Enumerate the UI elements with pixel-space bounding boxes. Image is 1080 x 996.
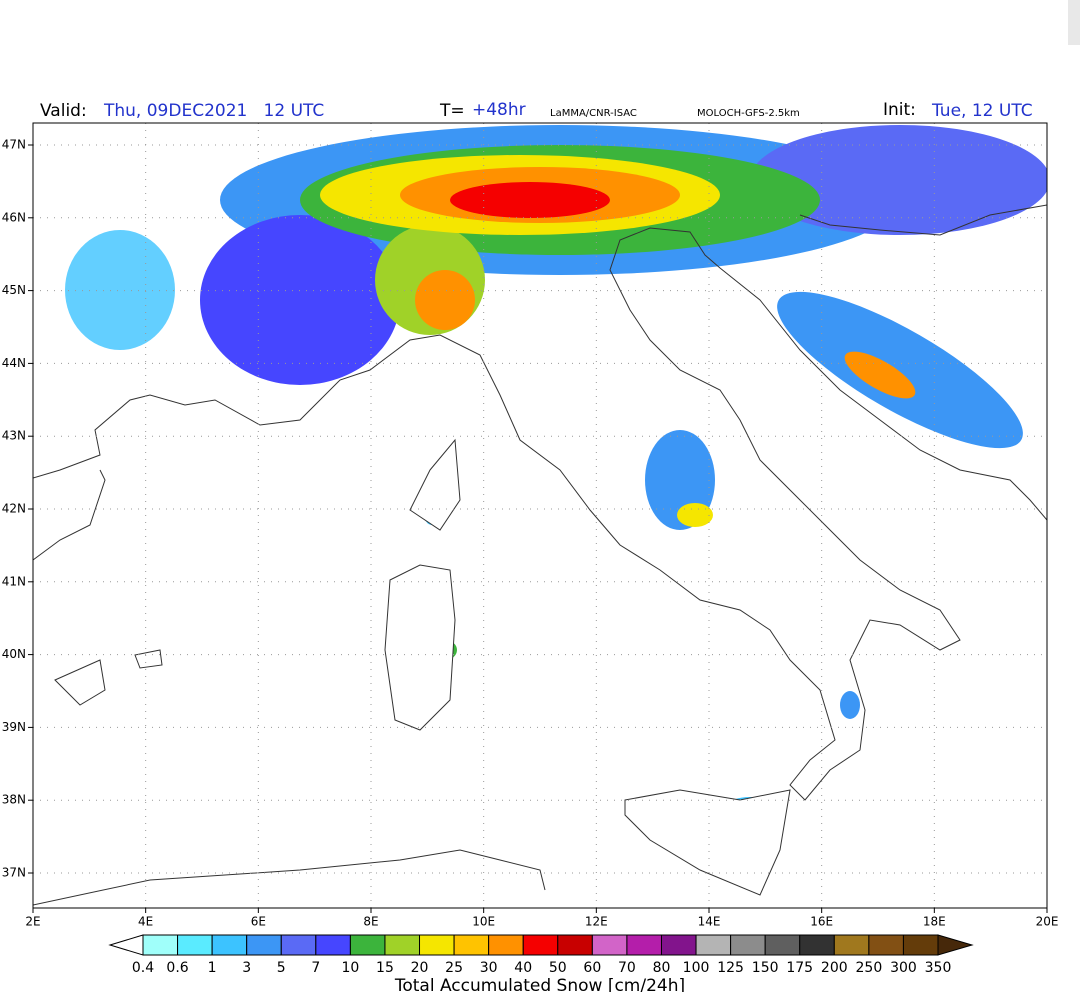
corner: [1068, 0, 1080, 45]
colorbar-box: [246, 934, 282, 956]
colorbar-box: [142, 934, 179, 956]
colorbar-label: 10: [341, 960, 359, 976]
colorbar-label: 350: [925, 960, 952, 976]
lon-label: 18E: [923, 915, 946, 929]
lon-label: 4E: [138, 915, 153, 929]
colorbar-box: [557, 934, 593, 956]
colorbar-box: [419, 934, 455, 956]
colorbar-label: 3: [242, 960, 251, 976]
colorbar-low-end: [108, 934, 144, 956]
lat-label: 41N: [2, 574, 26, 588]
colorbar-label: 125: [717, 960, 744, 976]
colorbar-label: 150: [752, 960, 779, 976]
colorbar-box: [591, 934, 628, 956]
colorbar-label: 40: [514, 960, 532, 976]
colorbar-label: 30: [480, 960, 498, 976]
coastlines: [33, 204, 1047, 906]
colorbar-title: Total Accumulated Snow [cm/24h]: [394, 976, 685, 992]
t-value: +48hr: [472, 100, 526, 120]
colorbar-box: [177, 934, 213, 956]
colorbar-box: [660, 934, 697, 956]
colorbar-box: [764, 934, 801, 956]
valid-time: Thu, 09DEC2021 12 UTC: [103, 101, 324, 121]
colorbar-box: [453, 934, 490, 956]
lon-label: 10E: [472, 915, 495, 929]
colorbar-box: [315, 934, 351, 956]
colorbar-label: 60: [583, 960, 601, 976]
colorbar-label: 7: [311, 960, 320, 976]
colorbar-box: [730, 934, 766, 956]
colorbar-box: [902, 934, 939, 956]
colorbar-label: 50: [549, 960, 567, 976]
colorbar-box: [522, 934, 559, 956]
lon-label: 6E: [251, 915, 266, 929]
colorbar-label: 80: [653, 960, 671, 976]
graticule: [33, 123, 1047, 908]
colorbar-label: 25: [445, 960, 463, 976]
source: LaMMA/CNR-ISAC: [550, 108, 637, 119]
colorbar-label: 250: [856, 960, 883, 976]
colorbar-box: [799, 934, 835, 956]
colorbar-box: [833, 934, 870, 956]
map-frame: [32, 122, 1048, 909]
map-area: [33, 123, 1047, 908]
lat-label: 37N: [2, 866, 26, 880]
colorbar-box: [349, 934, 386, 956]
lon-label: 8E: [363, 915, 378, 929]
model: MOLOCH-GFS-2.5km: [697, 108, 800, 119]
lat-label: 43N: [2, 429, 26, 443]
colorbar-box: [384, 934, 421, 956]
colorbar-label: 0.4: [132, 960, 154, 976]
lon-label: 20E: [1036, 915, 1059, 929]
lon-label: 2E: [25, 915, 40, 929]
lon-label: 14E: [698, 915, 721, 929]
snow-field: [65, 125, 1047, 813]
valid-label: Valid:: [40, 101, 87, 121]
colorbar-label: 15: [376, 960, 394, 976]
lat-label: 45N: [2, 283, 26, 297]
colorbar-label: 175: [786, 960, 813, 976]
init-label: Init:: [883, 100, 916, 120]
colorbar-box: [626, 934, 662, 956]
colorbar-label: 200: [821, 960, 848, 976]
lat-label: 47N: [2, 138, 26, 152]
lat-label: 38N: [2, 793, 26, 807]
colorbar-box: [488, 934, 524, 956]
t-label: T=: [439, 101, 465, 121]
colorbar-label: 0.6: [166, 960, 188, 976]
colorbar-label: 300: [890, 960, 917, 976]
colorbar-label: 70: [618, 960, 636, 976]
colorbar-high-end: [937, 934, 974, 956]
colorbar-box: [868, 934, 904, 956]
colorbar-box: [280, 934, 317, 956]
colorbar-label: 100: [683, 960, 710, 976]
colorbar-label: 20: [411, 960, 429, 976]
lat-label: 42N: [2, 502, 26, 516]
lat-label: 46N: [2, 210, 26, 224]
colorbar: 0.4 0.6 1 3 5 7 10 15 20 25 30 40 50 60 70 80 100 125 150 1…: [108, 934, 974, 976]
lat-label: 40N: [2, 647, 26, 661]
lat-label: 44N: [2, 356, 26, 370]
init-time: Tue, 12 UTC: [931, 101, 1033, 121]
colorbar-label: 1: [208, 960, 217, 976]
lon-label: 16E: [810, 915, 833, 929]
colorbar-box: [695, 934, 732, 956]
lat-label: 39N: [2, 720, 26, 734]
colorbar-label: 5: [277, 960, 286, 976]
colorbar-box: [211, 934, 248, 956]
lon-label: 12E: [585, 915, 608, 929]
